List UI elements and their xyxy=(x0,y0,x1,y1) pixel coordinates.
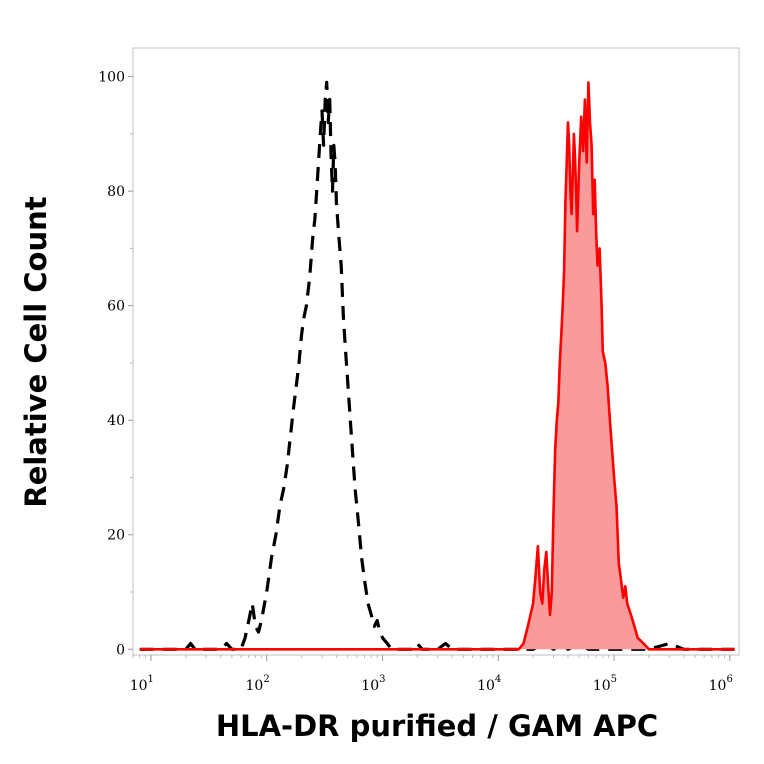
axis-layer: 0 20 40 60 80 100 101 102 103 104 105 106 xyxy=(98,70,733,694)
x-axis-title: HLA-DR purified / GAM APC xyxy=(216,709,658,743)
x-tick-label: 102 xyxy=(246,674,270,694)
plot-frame xyxy=(132,47,740,656)
x-tick-label: 106 xyxy=(709,674,733,694)
x-tick-label: 103 xyxy=(361,674,385,694)
x-tick-label: 104 xyxy=(477,674,501,694)
y-tick-label: 20 xyxy=(107,528,125,544)
series-layer xyxy=(139,80,735,651)
series-1-fill xyxy=(139,82,735,650)
y-tick-label: 80 xyxy=(107,184,125,200)
x-tick-label: 105 xyxy=(593,674,617,694)
y-tick-label: 60 xyxy=(107,299,125,315)
series-1-line xyxy=(139,81,735,651)
series-0-line xyxy=(139,80,735,651)
y-tick-label: 40 xyxy=(107,413,125,429)
y-axis-title: Relative Cell Count xyxy=(19,196,53,507)
y-tick-label: 100 xyxy=(98,70,125,86)
x-tick-label: 101 xyxy=(130,674,154,694)
y-tick-label: 0 xyxy=(116,642,125,658)
